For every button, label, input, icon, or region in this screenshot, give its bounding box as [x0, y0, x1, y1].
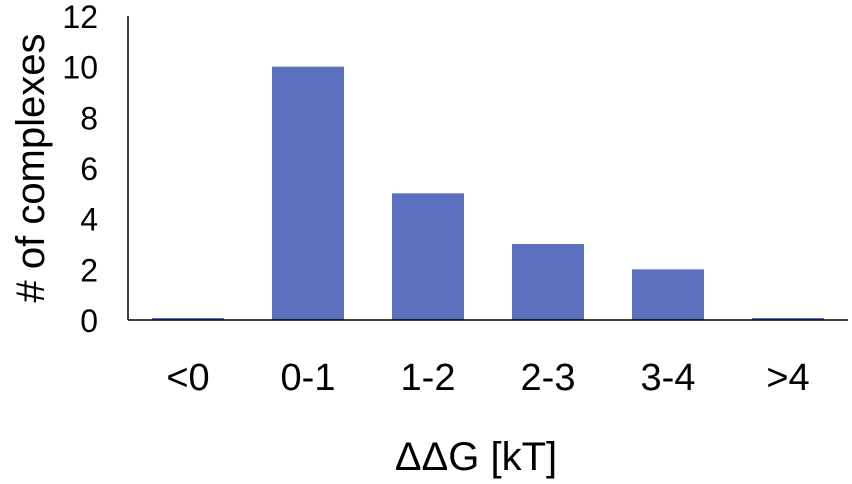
bar-2 [392, 193, 464, 320]
bars-group [152, 66, 824, 321]
y-tick-label-6: 12 [62, 0, 98, 35]
x-tick-label-5: >4 [766, 357, 809, 399]
y-tick-labels: 0 2 4 6 8 10 12 [62, 0, 98, 339]
y-tick-label-1: 2 [80, 252, 98, 288]
x-axis-title: ΔΔG [kT] [395, 435, 557, 479]
x-tick-label-2: 1-2 [401, 357, 456, 399]
bar-0 [152, 318, 224, 320]
x-tick-label-1: 0-1 [281, 357, 336, 399]
x-tick-label-0: <0 [166, 357, 209, 399]
y-axis-title: # of complexes [9, 33, 53, 302]
bar-3 [512, 244, 584, 320]
y-tick-label-5: 10 [62, 50, 98, 86]
bar-1 [272, 66, 344, 321]
y-tick-label-2: 4 [80, 202, 98, 238]
bar-5 [752, 318, 824, 320]
x-tick-labels: <0 0-1 1-2 2-3 3-4 >4 [166, 357, 809, 399]
y-tick-label-0: 0 [80, 303, 98, 339]
bar-4 [632, 269, 704, 320]
x-tick-label-4: 3-4 [641, 357, 696, 399]
y-tick-label-4: 8 [80, 100, 98, 136]
x-tick-label-3: 2-3 [521, 357, 576, 399]
y-tick-label-3: 6 [80, 151, 98, 187]
